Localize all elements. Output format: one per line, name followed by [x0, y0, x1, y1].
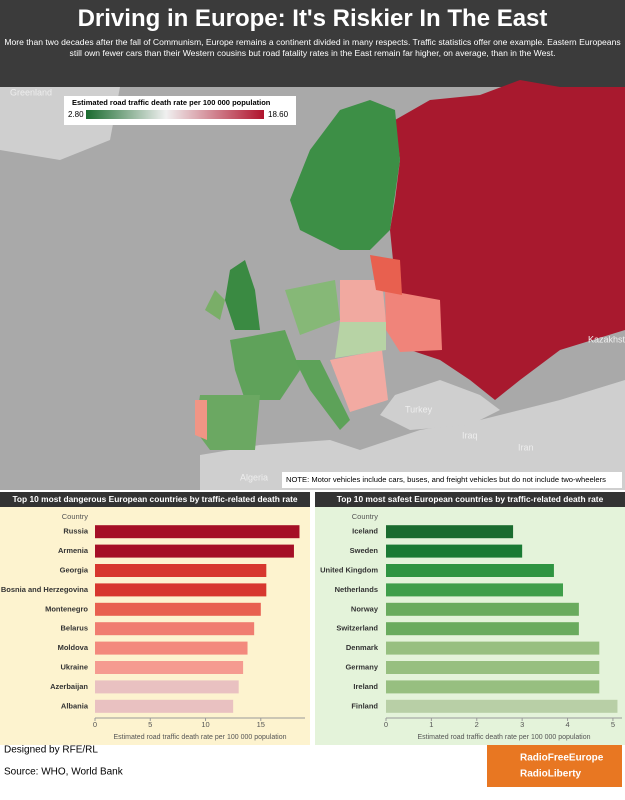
x-tick-label: 5: [611, 720, 615, 729]
bar: [95, 699, 234, 713]
source: Source: WHO, World Bank: [4, 767, 124, 778]
category-label: Ukraine: [60, 662, 88, 671]
panel-title-bar: [0, 492, 310, 507]
category-label: Russia: [63, 527, 88, 536]
x-tick-label: 2: [475, 720, 479, 729]
category-label: Finland: [351, 701, 378, 710]
category-label: Switzerland: [336, 624, 378, 633]
x-tick-label: 1: [429, 720, 433, 729]
land: [200, 380, 625, 490]
region: [225, 260, 260, 330]
panel-title-bar: [315, 492, 625, 507]
map-label: Iraq: [462, 430, 478, 440]
bar: [386, 602, 579, 616]
bar: [386, 680, 600, 694]
region: [330, 350, 388, 412]
x-axis-title: Estimated road traffic death rate per 10…: [113, 734, 286, 741]
region: [195, 400, 207, 440]
note-box: [282, 472, 622, 488]
map-label: Greenland: [10, 87, 52, 97]
category-label: Sweden: [350, 546, 379, 555]
map-label: Iran: [518, 442, 534, 452]
bar: [95, 622, 255, 636]
category-label: United Kingdom: [320, 565, 378, 574]
map-label: Algeria: [240, 472, 268, 482]
bar: [386, 661, 600, 674]
note: NOTE: Motor vehicles include cars, buses…: [286, 475, 606, 484]
x-tick-label: 10: [201, 720, 209, 729]
bar: [95, 564, 267, 577]
bar: [386, 699, 618, 713]
subtitle: More than two decades after the fall of …: [4, 37, 621, 58]
bar: [95, 583, 267, 597]
title: Driving in Europe: It's Riskier In The E…: [77, 5, 548, 32]
legend-max: 18.60: [268, 110, 289, 119]
x-tick-label: 0: [93, 720, 97, 729]
category-label: Ireland: [353, 682, 378, 691]
region: [335, 322, 386, 358]
region: [230, 330, 300, 400]
category-label: Norway: [351, 604, 379, 613]
bar: [95, 602, 261, 616]
region: [295, 360, 350, 430]
bar: [95, 641, 248, 655]
x-tick-label: 4: [565, 720, 569, 729]
category-label: Bosnia and Herzegovina: [1, 585, 89, 594]
map-label: Kazakhstan: [588, 334, 625, 344]
bar: [386, 622, 579, 636]
category-header: Country: [352, 512, 379, 521]
region: [385, 290, 442, 352]
region: [370, 255, 402, 295]
bar: [386, 641, 600, 655]
region: [340, 280, 386, 322]
category-label: Armenia: [58, 546, 89, 555]
category-label: Germany: [345, 662, 378, 671]
logo-text: RadioFreeEurope: [520, 753, 604, 764]
x-tick-label: 0: [384, 720, 388, 729]
category-label: Denmark: [346, 643, 379, 652]
land: [380, 380, 500, 430]
map-label: Turkey: [405, 404, 433, 414]
bar: [95, 544, 294, 558]
category-label: Belarus: [60, 624, 88, 633]
chart-title: Top 10 most safest European countries by…: [337, 494, 604, 504]
x-tick-label: 5: [148, 720, 152, 729]
region: [205, 290, 225, 320]
logo: [487, 745, 622, 787]
bar: [95, 661, 244, 674]
legend-title: Estimated road traffic death rate per 10…: [72, 98, 271, 107]
header: Driving in Europe: It's Riskier In The E…: [0, 0, 625, 87]
category-label: Georgia: [60, 565, 89, 574]
region: [285, 280, 340, 335]
bar: [95, 680, 239, 694]
bar: [386, 564, 554, 577]
designed-by: Designed by RFE/RL: [4, 745, 98, 756]
category-label: Iceland: [352, 527, 378, 536]
logo-text: RadioLiberty: [520, 769, 582, 780]
bar: [95, 525, 300, 539]
map: Greenland Kazakhstan Turkey Iraq Iran Al…: [0, 80, 625, 490]
region: [390, 80, 625, 400]
legend-gradient: [86, 110, 264, 119]
legend-min: 2.80: [68, 110, 84, 119]
x-tick-label: 3: [520, 720, 524, 729]
bar: [386, 525, 514, 539]
region: [195, 395, 260, 450]
category-label: Azerbaijan: [50, 682, 88, 691]
bar: [386, 583, 563, 597]
x-axis-title: Estimated road traffic death rate per 10…: [417, 734, 590, 741]
category-label: Netherlands: [335, 585, 378, 594]
x-tick-label: 15: [257, 720, 265, 729]
bar: [386, 544, 523, 558]
category-label: Montenegro: [45, 604, 88, 613]
region: [290, 100, 400, 250]
category-label: Moldova: [58, 643, 89, 652]
chart-title: Top 10 most dangerous European countries…: [12, 494, 297, 504]
category-header: Country: [62, 512, 89, 521]
category-label: Albania: [61, 701, 89, 710]
